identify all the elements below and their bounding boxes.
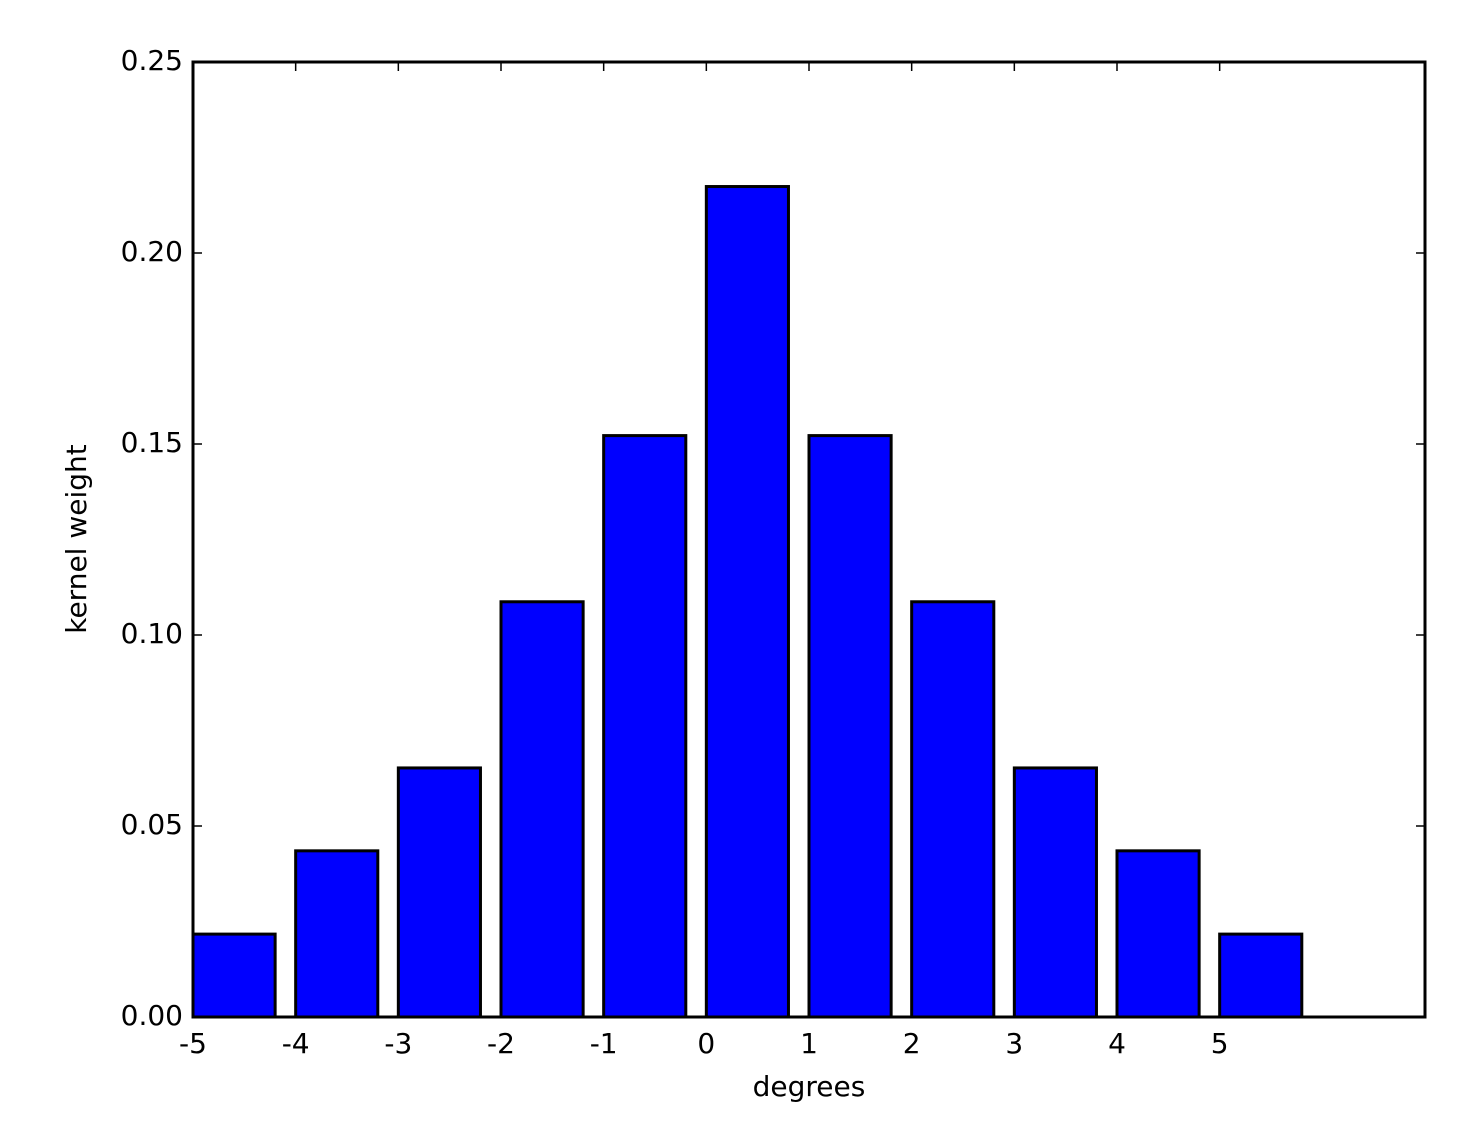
x-axis-label: degrees <box>753 1070 866 1103</box>
y-tick-label: 0.05 <box>121 808 183 841</box>
x-tick-label: -4 <box>282 1027 310 1060</box>
x-tick-label: 2 <box>903 1027 921 1060</box>
x-tick-label: -1 <box>590 1027 618 1060</box>
x-tick-label: 4 <box>1108 1027 1126 1060</box>
y-tick-label: 0.15 <box>121 426 183 459</box>
bar <box>807 434 893 1019</box>
bar <box>191 932 277 1019</box>
bar <box>499 600 585 1019</box>
x-tick-label: -5 <box>179 1027 207 1060</box>
bar <box>910 600 996 1019</box>
bar <box>1218 932 1304 1019</box>
x-tick-label: -2 <box>487 1027 515 1060</box>
bar <box>602 434 688 1019</box>
x-tick-label: 1 <box>800 1027 818 1060</box>
y-axis-label: kernel weight <box>60 444 93 634</box>
x-tick-label: 3 <box>1005 1027 1023 1060</box>
x-tick-label: 0 <box>697 1027 715 1060</box>
bar <box>1012 766 1098 1019</box>
plot-frame <box>191 60 1427 1019</box>
bar <box>704 185 790 1019</box>
x-tick-label: -3 <box>384 1027 412 1060</box>
y-tick-label: 0.20 <box>121 235 183 268</box>
y-tick-label: 0.10 <box>121 617 183 650</box>
bar <box>1115 849 1201 1019</box>
bar <box>294 849 380 1019</box>
bar <box>396 766 482 1019</box>
x-tick-label: 5 <box>1211 1027 1229 1060</box>
y-tick-label: 0.25 <box>121 44 183 77</box>
y-tick-label: 0.00 <box>121 999 183 1032</box>
